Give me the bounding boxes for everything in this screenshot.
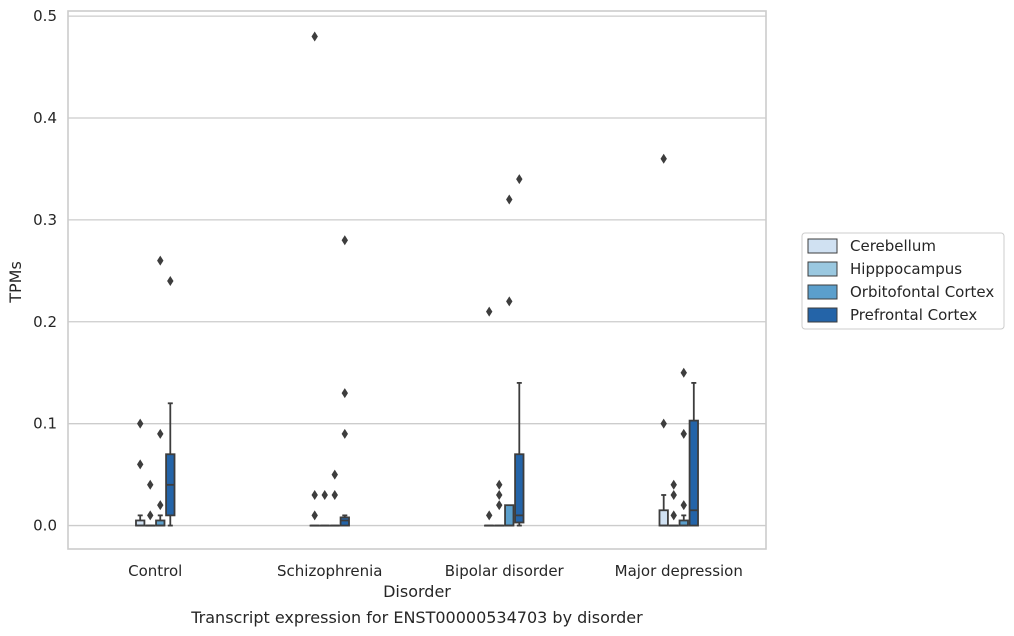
legend-swatch bbox=[807, 238, 838, 254]
y-tick-label: 0.2 bbox=[33, 313, 57, 331]
outlier-point bbox=[341, 428, 349, 439]
box bbox=[688, 419, 699, 527]
outlier-point bbox=[670, 479, 677, 490]
plot-frame bbox=[67, 10, 767, 550]
outlier-point bbox=[496, 489, 503, 500]
box-cerebellum bbox=[309, 31, 320, 527]
outlier-point bbox=[670, 510, 677, 521]
outlier-point bbox=[136, 459, 144, 470]
box-hipppocampus bbox=[494, 479, 505, 527]
y-tick-label: 0.3 bbox=[33, 211, 57, 229]
x-tick-labels: Control Schizophrenia Bipolar disorder Majo… bbox=[128, 562, 743, 580]
outlier-point bbox=[680, 428, 687, 439]
outlier-point bbox=[680, 367, 687, 378]
box-cerebellum bbox=[658, 153, 669, 527]
outlier-point bbox=[660, 153, 667, 164]
box-hipppocampus bbox=[319, 489, 330, 527]
outlier-point bbox=[157, 428, 164, 439]
outlier-point bbox=[485, 510, 493, 521]
box bbox=[514, 453, 525, 524]
box-prefrontal-cortex bbox=[514, 174, 525, 527]
x-tick-label: Major depression bbox=[615, 562, 743, 580]
box-prefrontal-cortex bbox=[165, 276, 176, 527]
outlier-point bbox=[157, 500, 164, 511]
y-tick-label: 0.0 bbox=[33, 517, 57, 535]
y-tick-label: 0.4 bbox=[33, 109, 57, 127]
outlier-point bbox=[167, 276, 174, 287]
outlier-point bbox=[311, 510, 318, 521]
box-hipppocampus bbox=[668, 479, 679, 527]
outlier-point bbox=[331, 489, 338, 500]
outlier-point bbox=[331, 469, 338, 480]
box-hipppocampus bbox=[145, 479, 156, 527]
box-prefrontal-cortex bbox=[688, 382, 699, 527]
outlier-point bbox=[311, 31, 318, 42]
y-tick-label: 0.1 bbox=[33, 415, 57, 433]
outlier-point bbox=[506, 296, 513, 307]
chart-caption: Transcript expression for ENST0000053470… bbox=[190, 608, 643, 627]
y-tick-labels: 0.0 0.1 0.2 0.3 0.4 0.5 bbox=[33, 7, 57, 534]
box bbox=[339, 516, 350, 527]
legend-swatch bbox=[807, 307, 838, 323]
legend-swatch bbox=[807, 284, 838, 300]
box-orbitofontal-cortex bbox=[678, 367, 689, 527]
gridlines bbox=[68, 15, 766, 527]
outlier-point bbox=[496, 500, 503, 511]
outlier-point bbox=[341, 388, 349, 399]
outlier-point bbox=[670, 489, 677, 500]
x-tick-label: Bipolar disorder bbox=[445, 562, 565, 580]
outlier-point bbox=[516, 174, 523, 185]
legend-label: Cerebellum bbox=[850, 237, 936, 255]
legend-label: Prefrontal Cortex bbox=[850, 306, 977, 324]
outlier-point bbox=[157, 255, 164, 266]
legend-items: Cerebellum Hipppocampus Orbitofontal Corte… bbox=[807, 237, 994, 324]
y-tick-label: 0.5 bbox=[33, 7, 57, 25]
outlier-point bbox=[680, 500, 687, 511]
box-orbitofontal-cortex bbox=[155, 255, 166, 527]
box-cerebellum bbox=[484, 306, 495, 527]
box-cerebellum bbox=[135, 418, 146, 527]
outlier-point bbox=[485, 306, 493, 317]
outlier-point bbox=[496, 479, 503, 490]
outlier-point bbox=[321, 489, 328, 500]
outlier-point bbox=[660, 418, 667, 429]
box-orbitofontal-cortex bbox=[329, 469, 340, 527]
legend: Cerebellum Hipppocampus Orbitofontal Corte… bbox=[801, 232, 1005, 330]
box-orbitofontal-cortex bbox=[504, 194, 515, 527]
legend-swatch bbox=[807, 261, 838, 277]
box bbox=[504, 504, 515, 527]
legend-frame bbox=[801, 232, 1005, 330]
x-tick-label: Control bbox=[128, 562, 182, 580]
box bbox=[658, 509, 669, 527]
box-prefrontal-cortex bbox=[339, 235, 350, 527]
y-axis-label: TPMs bbox=[6, 261, 25, 304]
boxes-layer bbox=[135, 31, 699, 527]
x-axis-label: Disorder bbox=[383, 582, 451, 601]
outlier-point bbox=[147, 479, 154, 490]
outlier-point bbox=[506, 194, 513, 205]
legend-label: Hipppocampus bbox=[850, 260, 962, 278]
legend-label: Orbitofontal Cortex bbox=[850, 283, 994, 301]
outlier-point bbox=[341, 235, 349, 246]
outlier-point bbox=[147, 510, 154, 521]
outlier-point bbox=[136, 418, 144, 429]
x-tick-label: Schizophrenia bbox=[277, 562, 382, 580]
outlier-point bbox=[311, 489, 318, 500]
